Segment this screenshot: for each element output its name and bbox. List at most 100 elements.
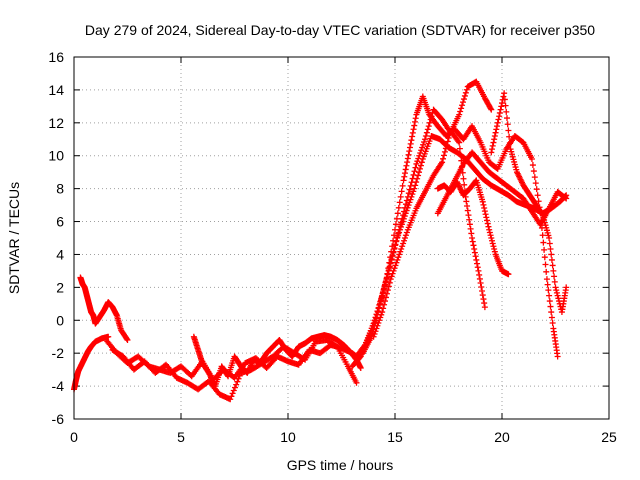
y-tick-label: 12 [48,115,64,131]
data-point [398,188,405,195]
data-point [403,229,410,236]
data-point [398,221,405,228]
data-point [503,108,510,115]
data-point [409,133,416,140]
data-point [411,185,418,192]
data-point [546,235,553,241]
data-point [229,390,236,397]
data-point [420,141,427,148]
data-point [455,138,462,145]
data-point [426,119,433,126]
data-point [378,293,385,300]
data-point [496,113,503,120]
data-point [494,119,501,126]
data-point [401,235,408,241]
data-point [467,225,474,232]
data-point [370,333,377,340]
data-point [541,254,548,261]
data-point [404,204,411,211]
data-point [408,137,415,144]
data-point [469,235,476,241]
data-point [458,105,465,112]
x-tick-label: 25 [601,429,617,445]
data-point [418,147,425,154]
data-point [491,248,498,255]
data-point [553,287,560,294]
data-point [475,267,482,274]
data-point [372,319,379,326]
tick-labels: 0 5 10 15 20 25 -6 -4 -2 0 2 4 6 8 10 12 14 16 [48,49,617,445]
data-point [377,300,384,307]
y-tick-label: 0 [56,312,64,328]
data-point [230,387,237,394]
data-point [476,275,483,282]
data-point [445,134,452,141]
data-point [502,102,509,109]
y-tick-label: 8 [56,181,64,197]
data-point [457,108,464,115]
data-point [548,309,555,316]
data-point [506,133,513,140]
y-tick-label: -2 [52,345,65,361]
data-point [394,210,401,217]
data-point [416,165,423,172]
data-point [423,129,430,136]
data-point [479,198,486,205]
data-point [471,249,478,256]
data-point [411,168,418,175]
data-point [461,92,468,99]
data-point [439,159,446,166]
data-point [410,188,417,195]
data-point [470,242,477,249]
data-point [489,146,496,153]
data-point [418,159,425,166]
data-point [401,173,408,180]
data-point [419,144,426,151]
data-point [396,199,403,206]
data-point [549,320,556,327]
data-point [387,260,394,267]
data-point [428,113,435,120]
data-point [384,287,391,294]
data-point [373,315,380,322]
data-point [501,96,508,103]
data-point [440,152,447,159]
data-point [488,106,495,113]
data-point [484,217,491,224]
x-tick-label: 20 [494,429,510,445]
data-point [484,220,491,227]
data-point [395,254,402,261]
data-point [389,253,396,260]
data-point [406,199,413,206]
data-point [414,158,421,165]
data-point [463,198,470,205]
data-point [390,267,397,274]
data-point [405,202,412,209]
y-axis-label: SDTVAR / TECUs [6,182,22,294]
data-point [444,138,451,145]
data-point [541,246,548,253]
data-point [395,232,402,239]
data-point [422,132,429,139]
data-point [383,275,390,282]
data-point [490,139,497,146]
data-point [477,279,484,286]
data-point [377,297,384,304]
data-point [393,259,400,266]
data-point [479,292,486,299]
x-axis-label: GPS time / hours [287,457,394,473]
data-point [408,193,415,200]
data-points [71,78,570,403]
data-point [548,256,555,263]
data-point [443,141,450,148]
data-point [553,289,560,296]
data-point [379,309,386,316]
data-point [421,139,428,146]
data-point [388,256,395,263]
data-point [400,240,407,247]
data-point [469,238,476,245]
data-point [413,160,420,167]
data-point [534,192,541,199]
data-point [386,264,393,271]
